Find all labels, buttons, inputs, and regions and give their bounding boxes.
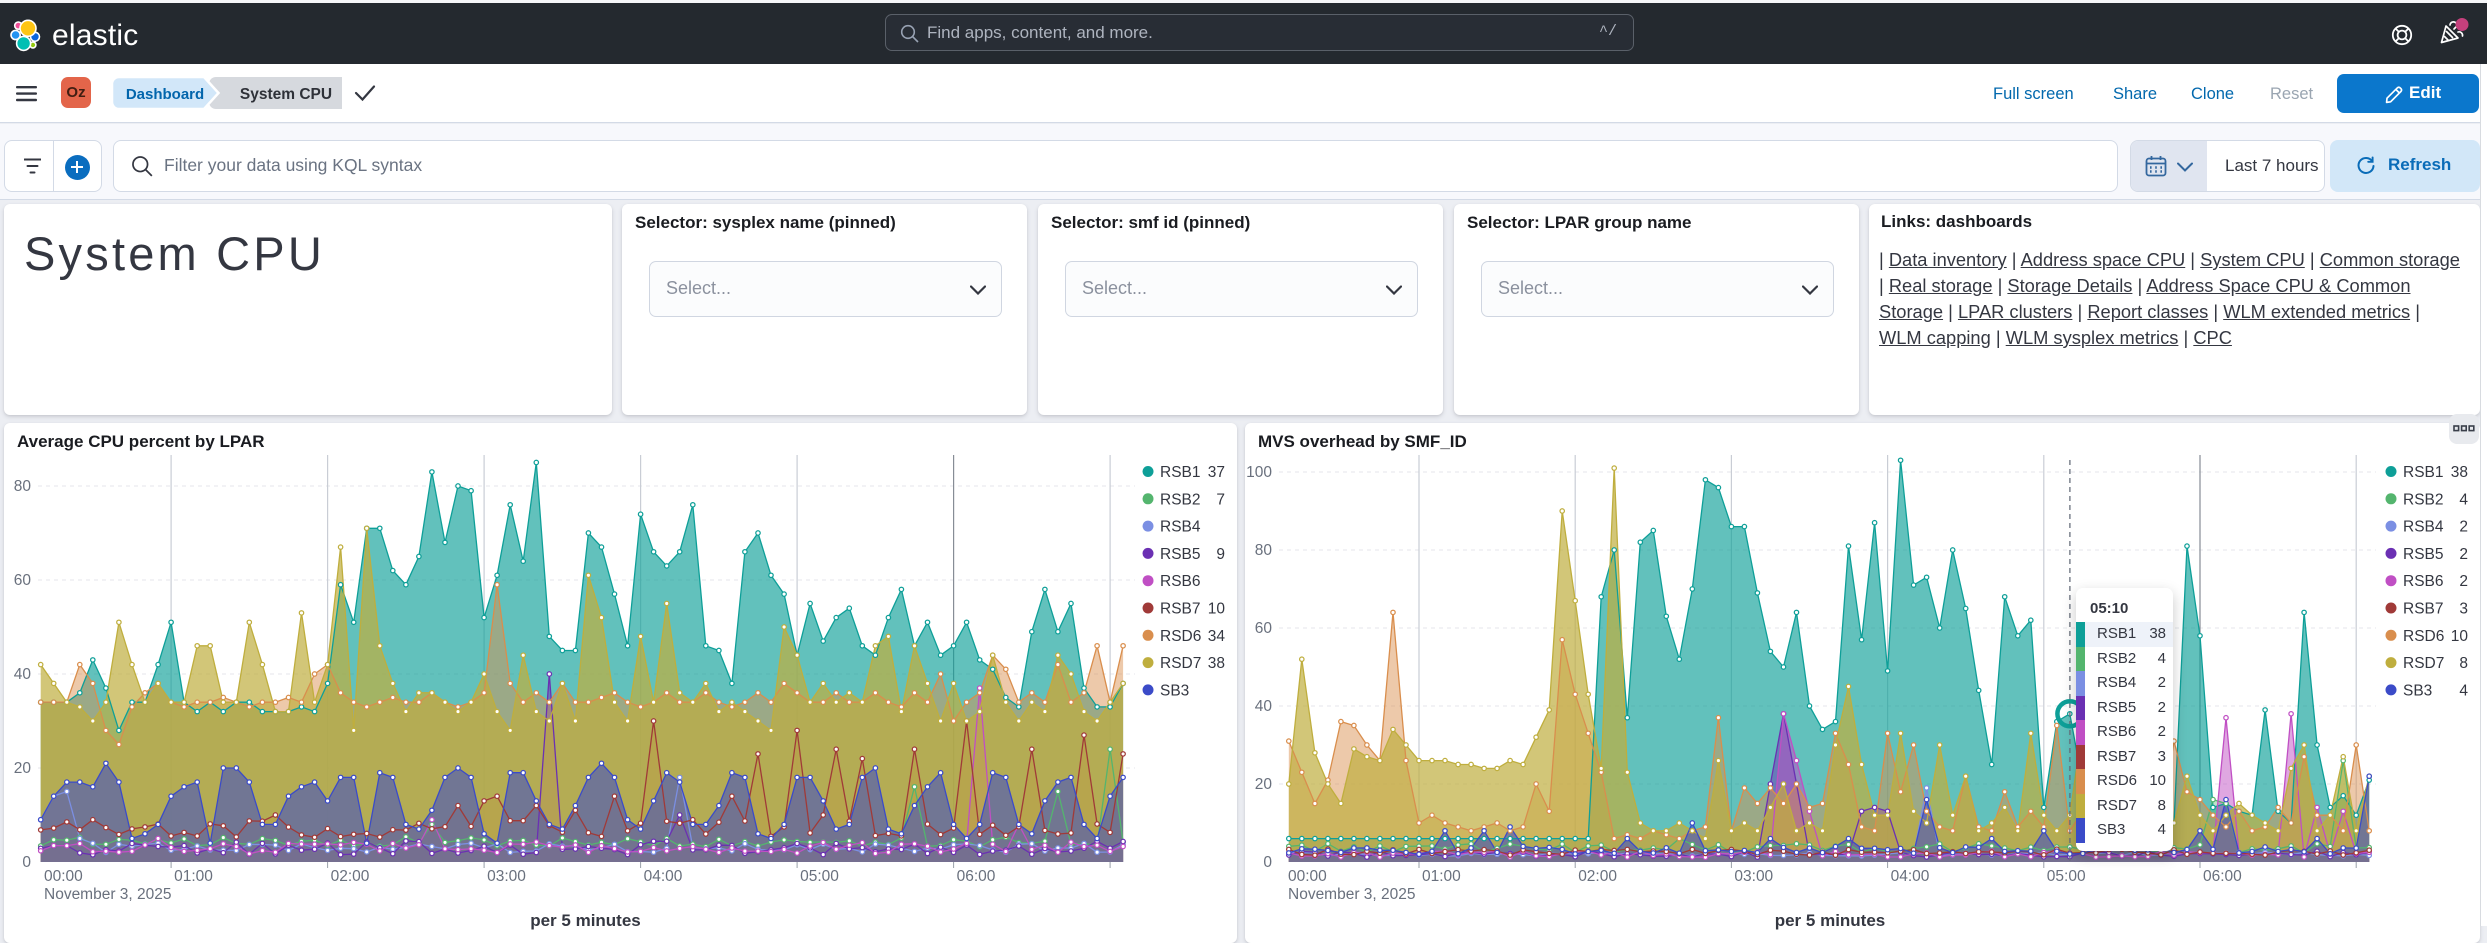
svg-text:RSB7: RSB7 (2403, 601, 2444, 618)
svg-text:05:00: 05:00 (800, 868, 839, 885)
svg-text:9: 9 (1216, 546, 1225, 563)
svg-text:20: 20 (14, 760, 32, 777)
svg-text:SB3: SB3 (1160, 682, 1189, 699)
svg-text:RSB6: RSB6 (2403, 573, 2444, 590)
svg-text:System CPU: System CPU (240, 86, 332, 103)
svg-text:4: 4 (2459, 682, 2468, 699)
svg-text:2: 2 (2459, 546, 2468, 563)
svg-text:RSB5: RSB5 (1160, 546, 1201, 563)
svg-text:37: 37 (1208, 464, 1225, 481)
svg-text:40: 40 (14, 666, 32, 683)
svg-text:20: 20 (1255, 776, 1273, 793)
svg-text:80: 80 (14, 478, 32, 495)
svg-text:03:00: 03:00 (1734, 868, 1773, 885)
svg-text:4: 4 (2459, 491, 2468, 508)
svg-text:November 3, 2025: November 3, 2025 (44, 886, 172, 903)
svg-text:RSD7: RSD7 (1160, 655, 1201, 672)
svg-text:RSD6: RSD6 (2403, 628, 2444, 645)
svg-text:06:00: 06:00 (2203, 868, 2242, 885)
svg-text:34: 34 (1208, 628, 1226, 645)
svg-text:November 3, 2025: November 3, 2025 (1288, 886, 1416, 903)
svg-text:RSD7: RSD7 (2403, 655, 2444, 672)
svg-text:40: 40 (1255, 698, 1273, 715)
svg-text:7: 7 (1216, 491, 1225, 508)
svg-text:10: 10 (2451, 628, 2469, 645)
svg-text:RSB4: RSB4 (1160, 519, 1201, 536)
svg-text:03:00: 03:00 (487, 868, 526, 885)
svg-text:Dashboard: Dashboard (126, 86, 204, 103)
svg-text:RSB2: RSB2 (1160, 491, 1201, 508)
svg-text:RSD6: RSD6 (1160, 628, 1201, 645)
svg-text:3: 3 (2459, 601, 2468, 618)
svg-text:RSB1: RSB1 (2403, 464, 2444, 481)
svg-text:RSB6: RSB6 (1160, 573, 1201, 590)
svg-text:10: 10 (1208, 601, 1226, 618)
svg-text:60: 60 (1255, 620, 1273, 637)
svg-text:02:00: 02:00 (1578, 868, 1617, 885)
svg-text:100: 100 (1246, 464, 1272, 481)
svg-text:01:00: 01:00 (174, 868, 213, 885)
svg-text:00:00: 00:00 (44, 868, 83, 885)
svg-text:RSB4: RSB4 (2403, 519, 2444, 536)
svg-text:2: 2 (2459, 573, 2468, 590)
svg-text:60: 60 (14, 572, 32, 589)
svg-text:RSB7: RSB7 (1160, 601, 1201, 618)
svg-text:02:00: 02:00 (331, 868, 370, 885)
svg-text:38: 38 (2451, 464, 2468, 481)
svg-text:80: 80 (1255, 542, 1273, 559)
svg-text:05:00: 05:00 (2047, 868, 2086, 885)
svg-text:RSB5: RSB5 (2403, 546, 2444, 563)
svg-text:RSB1: RSB1 (1160, 464, 1201, 481)
svg-text:06:00: 06:00 (957, 868, 996, 885)
svg-text:01:00: 01:00 (1422, 868, 1461, 885)
svg-text:SB3: SB3 (2403, 682, 2432, 699)
svg-text:0: 0 (22, 854, 31, 871)
svg-text:04:00: 04:00 (644, 868, 683, 885)
svg-text:2: 2 (2459, 519, 2468, 536)
svg-text:04:00: 04:00 (1891, 868, 1930, 885)
svg-text:8: 8 (2459, 655, 2468, 672)
svg-text:RSB2: RSB2 (2403, 491, 2444, 508)
svg-text:38: 38 (1208, 655, 1225, 672)
svg-text:0: 0 (1263, 854, 1272, 871)
svg-text:00:00: 00:00 (1288, 868, 1327, 885)
